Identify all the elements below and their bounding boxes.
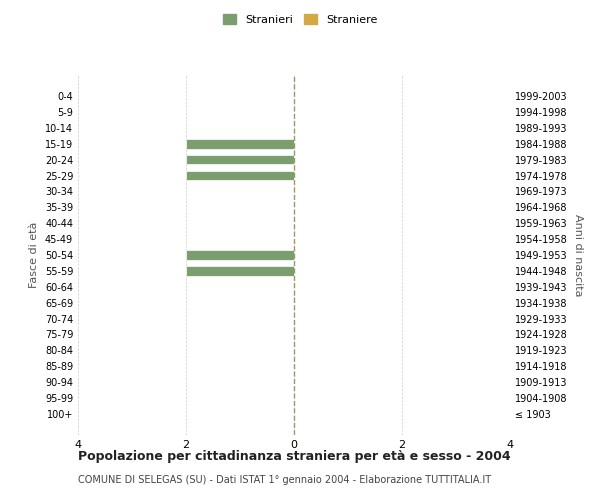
Bar bbox=[186, 171, 294, 180]
Legend: Stranieri, Straniere: Stranieri, Straniere bbox=[219, 10, 381, 28]
Bar bbox=[186, 139, 294, 148]
Bar bbox=[186, 155, 294, 164]
Bar bbox=[186, 250, 294, 260]
Text: COMUNE DI SELEGAS (SU) - Dati ISTAT 1° gennaio 2004 - Elaborazione TUTTITALIA.IT: COMUNE DI SELEGAS (SU) - Dati ISTAT 1° g… bbox=[78, 475, 491, 485]
Y-axis label: Anni di nascita: Anni di nascita bbox=[573, 214, 583, 296]
Bar bbox=[186, 266, 294, 276]
Text: Popolazione per cittadinanza straniera per età e sesso - 2004: Popolazione per cittadinanza straniera p… bbox=[78, 450, 511, 463]
Y-axis label: Fasce di età: Fasce di età bbox=[29, 222, 39, 288]
